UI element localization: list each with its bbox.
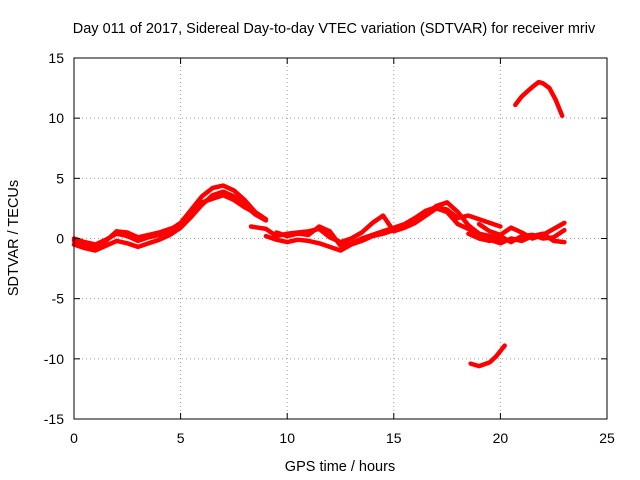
y-tick-label: 5 — [56, 170, 64, 186]
series-line-track-c — [71, 192, 258, 250]
series-line-track-h — [476, 220, 567, 241]
series-line-track-j — [468, 343, 507, 369]
y-tick-label: -15 — [44, 411, 64, 427]
x-tick-label: 5 — [177, 430, 185, 446]
x-tick-label: 25 — [599, 430, 615, 446]
series-line-track-k — [513, 79, 565, 119]
x-tick-label: 10 — [279, 430, 295, 446]
series-line-track-i — [487, 231, 567, 246]
x-axis-ticks: 0 5 10 15 20 25 — [70, 58, 615, 446]
y-tick-label: -5 — [52, 291, 65, 307]
x-axis-label: GPS time / hours — [285, 459, 395, 475]
y-axis-ticks: -15 -10 -5 0 5 10 15 — [44, 50, 607, 427]
x-tick-label: 0 — [70, 430, 78, 446]
chart-title: Day 011 of 2017, Sidereal Day-to-day VTE… — [73, 21, 596, 37]
x-tick-label: 20 — [493, 430, 509, 446]
y-tick-label: 15 — [48, 50, 64, 66]
y-tick-label: 10 — [48, 110, 64, 126]
series-line-track-f — [274, 204, 503, 248]
series-line-track-b — [71, 189, 269, 253]
y-axis-label: SDTVAR / TECUs — [6, 180, 22, 296]
y-tick-label: 0 — [56, 231, 64, 247]
x-tick-label: 15 — [386, 430, 402, 446]
series-layer — [71, 79, 567, 369]
y-tick-label: -10 — [44, 351, 64, 367]
